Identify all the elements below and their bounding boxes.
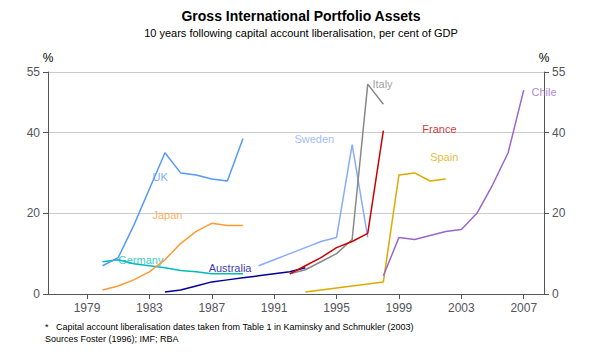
svg-text:Sources Foster (1996); IMF; RB: Sources Foster (1996); IMF; RBA (45, 334, 179, 344)
svg-text:Spain: Spain (430, 151, 458, 163)
svg-text:%: % (43, 51, 54, 65)
svg-text:1983: 1983 (136, 301, 163, 315)
svg-text:0: 0 (33, 287, 40, 301)
svg-text:UK: UK (152, 170, 168, 183)
svg-text:20: 20 (27, 206, 41, 220)
svg-text:20: 20 (552, 206, 566, 220)
svg-text:1979: 1979 (74, 301, 101, 315)
svg-text:55: 55 (27, 65, 41, 79)
svg-text:0: 0 (552, 287, 559, 301)
svg-text:Chile: Chile (532, 86, 557, 98)
svg-text:* Capital account liberalisa: * Capital account liberalisation dates t… (45, 322, 414, 332)
svg-text:40: 40 (27, 126, 41, 140)
svg-text:Australia: Australia (209, 262, 253, 274)
svg-text:%: % (539, 51, 550, 65)
svg-text:Sweden: Sweden (294, 133, 334, 145)
svg-text:1995: 1995 (323, 301, 350, 315)
svg-text:40: 40 (552, 126, 566, 140)
svg-text:10 years following capital acc: 10 years following capital account liber… (144, 27, 458, 39)
svg-text:Italy: Italy (372, 78, 393, 90)
svg-text:Germany: Germany (118, 254, 164, 266)
svg-text:Japan: Japan (153, 209, 183, 221)
svg-text:1991: 1991 (261, 301, 288, 315)
svg-text:1999: 1999 (386, 301, 413, 315)
svg-text:France: France (422, 123, 456, 135)
svg-text:2007: 2007 (510, 301, 537, 315)
svg-text:Gross International Portfolio: Gross International Portfolio Assets (181, 8, 420, 24)
svg-text:1987: 1987 (198, 301, 225, 315)
svg-text:2003: 2003 (448, 301, 475, 315)
svg-text:55: 55 (552, 65, 566, 79)
